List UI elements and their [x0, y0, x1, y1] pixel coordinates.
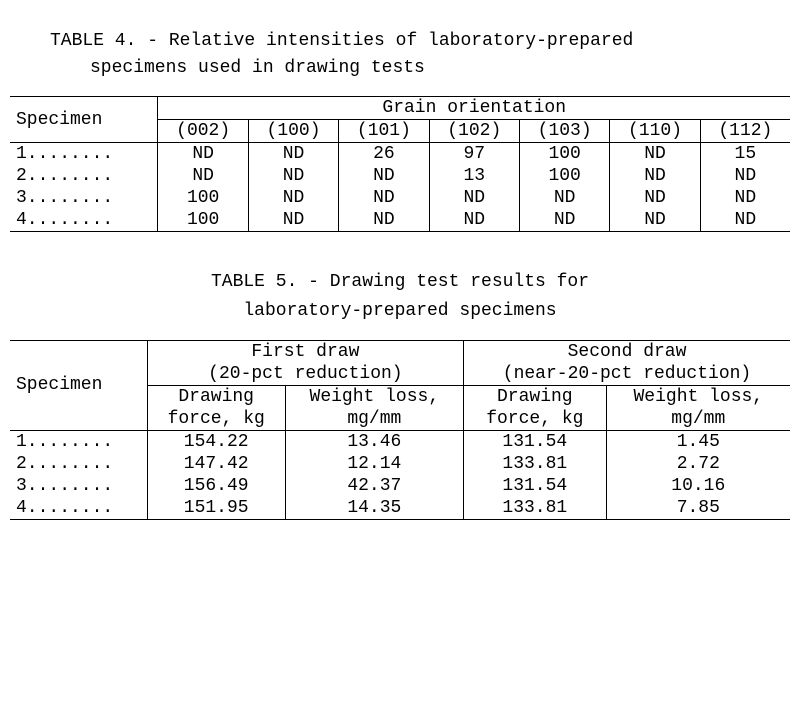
t5-s1a: Drawing	[147, 385, 285, 408]
table4-col-grain: Grain orientation	[158, 97, 790, 120]
table4-sub-4: (103)	[519, 120, 609, 143]
table4-caption-line2: specimens used in drawing tests	[50, 55, 790, 82]
table4-sub-2: (101)	[339, 120, 429, 143]
t4-r3-v5: ND	[610, 209, 700, 232]
t5-s3a: Drawing	[464, 385, 607, 408]
table4: Specimen Grain orientation (002) (100) (…	[10, 96, 790, 232]
t4-r2-v2: ND	[339, 187, 429, 209]
t4-r2-v4: ND	[519, 187, 609, 209]
t4-r3-label: 4........	[10, 209, 158, 232]
t4-r3-v3: ND	[429, 209, 519, 232]
t5-r0-label: 1........	[10, 430, 147, 453]
table5-caption-line2: laboratory-prepared specimens	[243, 301, 556, 321]
t5-r2-v1: 42.37	[285, 475, 463, 497]
t4-r3-v6: ND	[700, 209, 790, 232]
table-row: 4........ 100 ND ND ND ND ND ND	[10, 209, 790, 232]
t5-s4a: Weight loss,	[606, 385, 790, 408]
table-row: 3........ 156.49 42.37 131.54 10.16	[10, 475, 790, 497]
t4-r0-v5: ND	[610, 143, 700, 166]
t4-r1-label: 2........	[10, 165, 158, 187]
t5-first-l1: First draw	[147, 340, 463, 363]
t5-r3-label: 4........	[10, 497, 147, 520]
t5-s2b: mg/mm	[285, 408, 463, 431]
t5-s2a: Weight loss,	[285, 385, 463, 408]
t4-r0-label: 1........	[10, 143, 158, 166]
t4-r1-v2: ND	[339, 165, 429, 187]
t4-r0-v1: ND	[248, 143, 338, 166]
t4-r2-v0: 100	[158, 187, 248, 209]
t4-r3-v1: ND	[248, 209, 338, 232]
t5-r2-v0: 156.49	[147, 475, 285, 497]
table4-caption: TABLE 4. - Relative intensities of labor…	[10, 28, 790, 82]
t4-r1-v3: 13	[429, 165, 519, 187]
t5-r2-v3: 10.16	[606, 475, 790, 497]
table4-col-specimen: Specimen	[10, 97, 158, 143]
t5-r2-label: 3........	[10, 475, 147, 497]
table4-sub-1: (100)	[248, 120, 338, 143]
t4-r0-v6: 15	[700, 143, 790, 166]
table-row: 2........ 147.42 12.14 133.81 2.72	[10, 453, 790, 475]
table4-caption-line1: TABLE 4. - Relative intensities of labor…	[50, 31, 633, 51]
t4-r1-v5: ND	[610, 165, 700, 187]
table5-col-specimen: Specimen	[10, 340, 147, 430]
t5-r3-v2: 133.81	[464, 497, 607, 520]
t4-r2-v5: ND	[610, 187, 700, 209]
t4-r1-v4: 100	[519, 165, 609, 187]
table-row: 1........ 154.22 13.46 131.54 1.45	[10, 430, 790, 453]
t4-r0-v3: 97	[429, 143, 519, 166]
t5-r0-v1: 13.46	[285, 430, 463, 453]
t5-r1-v3: 2.72	[606, 453, 790, 475]
t5-r3-v1: 14.35	[285, 497, 463, 520]
t5-s4b: mg/mm	[606, 408, 790, 431]
t4-r3-v0: 100	[158, 209, 248, 232]
t5-r0-v2: 131.54	[464, 430, 607, 453]
t4-r3-v2: ND	[339, 209, 429, 232]
t5-second-l1: Second draw	[464, 340, 790, 363]
t5-r3-v3: 7.85	[606, 497, 790, 520]
t5-s1b: force, kg	[147, 408, 285, 431]
t4-r1-v1: ND	[248, 165, 338, 187]
t5-first-l2: (20-pct reduction)	[147, 363, 463, 386]
table-row: 3........ 100 ND ND ND ND ND ND	[10, 187, 790, 209]
t5-r2-v2: 131.54	[464, 475, 607, 497]
table-row: 4........ 151.95 14.35 133.81 7.85	[10, 497, 790, 520]
t5-r1-v2: 133.81	[464, 453, 607, 475]
t4-r2-label: 3........	[10, 187, 158, 209]
table4-sub-0: (002)	[158, 120, 248, 143]
t4-r2-v3: ND	[429, 187, 519, 209]
table5-caption: TABLE 5. - Drawing test results for labo…	[10, 268, 790, 326]
table-row: 1........ ND ND 26 97 100 ND 15	[10, 143, 790, 166]
table5-caption-line1: TABLE 5. - Drawing test results for	[211, 272, 589, 292]
t5-r1-v1: 12.14	[285, 453, 463, 475]
t4-r3-v4: ND	[519, 209, 609, 232]
table4-sub-6: (112)	[700, 120, 790, 143]
t4-r1-v6: ND	[700, 165, 790, 187]
t5-r0-v3: 1.45	[606, 430, 790, 453]
t5-r0-v0: 154.22	[147, 430, 285, 453]
t4-r1-v0: ND	[158, 165, 248, 187]
t5-s3b: force, kg	[464, 408, 607, 431]
t4-r0-v2: 26	[339, 143, 429, 166]
t5-r3-v0: 151.95	[147, 497, 285, 520]
table5: Specimen First draw Second draw (20-pct …	[10, 340, 790, 520]
t4-r2-v6: ND	[700, 187, 790, 209]
t5-r1-label: 2........	[10, 453, 147, 475]
table4-sub-3: (102)	[429, 120, 519, 143]
t5-r1-v0: 147.42	[147, 453, 285, 475]
t4-r2-v1: ND	[248, 187, 338, 209]
table-row: 2........ ND ND ND 13 100 ND ND	[10, 165, 790, 187]
t4-r0-v4: 100	[519, 143, 609, 166]
table4-sub-5: (110)	[610, 120, 700, 143]
t4-r0-v0: ND	[158, 143, 248, 166]
t5-second-l2: (near-20-pct reduction)	[464, 363, 790, 386]
